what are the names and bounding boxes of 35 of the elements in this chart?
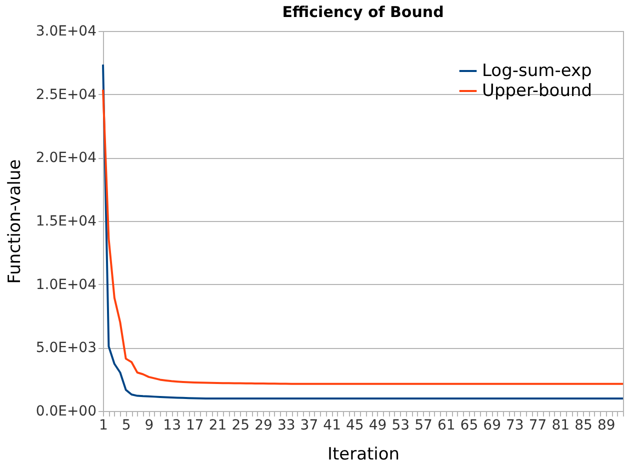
x-tick-label: 85 [574,418,592,434]
y-tick-label: 1.5E+04 [36,214,97,230]
y-tick-label: 5.0E+03 [36,340,96,356]
x-tick-label: 45 [346,418,364,434]
y-tick-label: 1.0E+04 [36,276,97,293]
x-tick-label: 73 [506,418,524,434]
y-tick-label: 2.5E+04 [36,86,97,103]
x-tick-label: 13 [163,418,181,434]
x-tick-label: 9 [144,418,154,434]
x-tick-label: 5 [122,418,131,434]
x-tick-label: 57 [414,418,432,434]
x-tick-label: 29 [254,418,272,434]
x-tick-label: 77 [528,418,547,434]
x-tick-label: 61 [437,418,456,434]
x-tick-label: 37 [300,418,318,434]
x-tick-label: 49 [368,418,387,434]
x-tick-label: 81 [552,418,570,434]
x-tick-label: 25 [232,418,250,434]
x-tick-label: 53 [392,418,410,434]
y-tick-label: 3.0E+04 [36,24,97,40]
x-tick-label: 65 [460,418,478,434]
x-tick-label: 21 [208,418,227,434]
x-tick-label: 33 [277,418,296,434]
x-axis-title: Iteration [327,444,400,464]
x-tick-label: 69 [483,418,501,434]
x-tick-label: 41 [323,418,341,434]
legend-label: Upper-bound [482,81,592,101]
x-tick-label: 89 [597,418,616,434]
y-tick-label: 0.0E+00 [36,404,96,420]
x-tick-label: 17 [186,418,204,434]
y-axis-title: Function-value [4,159,25,284]
chart-title: Efficiency of Bound [282,3,444,21]
y-tick-label: 2.0E+04 [36,150,97,166]
legend-label: Log-sum-exp [482,61,592,81]
x-tick-label: 1 [99,418,108,434]
